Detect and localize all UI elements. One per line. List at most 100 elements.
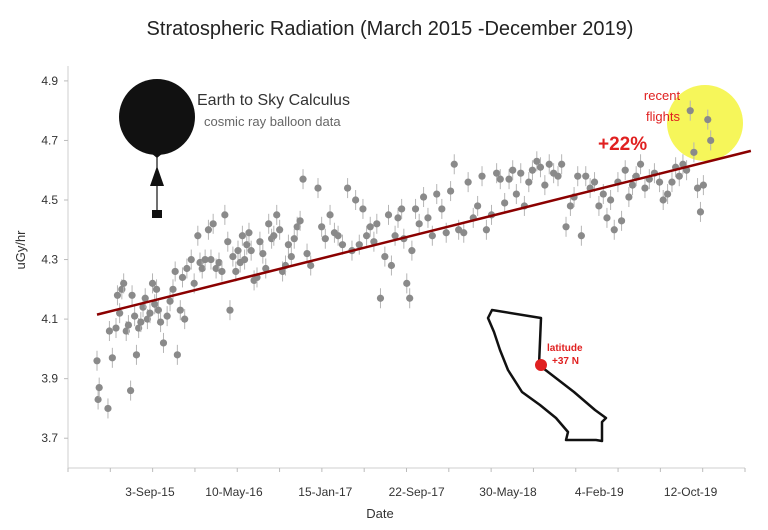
data-point-marker [474, 202, 482, 210]
data-point-marker [595, 202, 603, 210]
data-point-marker [105, 327, 114, 335]
data-point-marker [218, 267, 226, 276]
chart-title: Stratospheric Radiation (March 2015 -Dec… [147, 18, 634, 40]
data-point [424, 207, 432, 228]
data-point [198, 258, 206, 279]
data-point-marker [391, 232, 399, 240]
data-point [152, 279, 161, 300]
data-point [93, 350, 101, 371]
data-point [460, 222, 468, 243]
x-tick-label: 10-May-16 [205, 485, 263, 499]
data-point-marker [128, 291, 136, 299]
y-tick-label: 4.7 [41, 133, 58, 147]
data-point-marker [148, 279, 157, 287]
data-point [686, 100, 694, 121]
data-point-marker [299, 175, 307, 183]
data-point-marker [198, 264, 206, 273]
data-point-marker [693, 184, 702, 192]
data-point-marker [124, 321, 133, 329]
brand-title: Earth to Sky Calculus [197, 92, 350, 109]
data-point [176, 300, 184, 321]
data-point-marker [204, 226, 213, 234]
data-point [326, 204, 334, 225]
data-point [120, 273, 128, 294]
data-point [464, 172, 472, 193]
data-point [137, 312, 145, 333]
data-point [128, 285, 136, 306]
data-point [359, 198, 367, 219]
data-point-marker [243, 241, 251, 249]
data-point-marker [625, 193, 633, 201]
data-point [171, 261, 179, 282]
data-point-marker [116, 309, 124, 317]
data-point-marker [326, 211, 334, 219]
y-tick-label: 4.1 [41, 312, 58, 326]
data-point [113, 285, 122, 306]
data-point [105, 321, 114, 342]
data-point [224, 231, 232, 252]
data-point [501, 192, 509, 213]
x-axis-label: Date [366, 506, 393, 521]
data-point-marker [296, 217, 304, 225]
data-point-marker [154, 306, 162, 314]
data-point-marker [247, 247, 255, 255]
data-point-marker [131, 312, 139, 320]
data-point-marker [545, 160, 553, 168]
data-point-marker [314, 184, 322, 192]
data-point-marker [104, 404, 112, 413]
data-point [221, 204, 229, 225]
data-point-marker [384, 211, 393, 219]
data-point [493, 163, 501, 184]
data-point-marker [424, 214, 432, 222]
data-point-marker [321, 235, 329, 243]
data-point [536, 157, 545, 178]
data-point-marker [270, 232, 278, 240]
data-point-marker [381, 252, 389, 261]
data-point [131, 306, 139, 327]
data-point-marker [156, 318, 165, 326]
data-point [610, 219, 618, 240]
data-point-marker [238, 232, 246, 240]
data-point [334, 225, 342, 246]
data-point-marker [151, 300, 159, 308]
data-point [132, 344, 141, 365]
data-point-marker [373, 220, 381, 228]
data-point-marker [265, 220, 273, 228]
data-point-marker [209, 220, 217, 228]
data-point [112, 318, 120, 339]
data-point [517, 163, 525, 184]
data-point [321, 228, 329, 249]
data-point [607, 190, 615, 210]
data-point [668, 172, 676, 193]
data-point-marker [496, 175, 504, 183]
data-point-marker [696, 208, 705, 216]
data-point-marker [290, 235, 298, 243]
data-point-marker [636, 160, 645, 168]
data-point [207, 249, 215, 270]
data-point-marker [641, 184, 649, 192]
latitude-marker [535, 359, 547, 371]
data-point [574, 166, 582, 187]
y-axis-label: uGy/hr [13, 230, 28, 270]
data-point [104, 398, 112, 419]
data-point [376, 288, 385, 309]
recent-flights-highlight [667, 85, 743, 161]
data-point [262, 258, 270, 279]
data-point-marker [120, 279, 128, 287]
data-point [704, 109, 712, 130]
x-tick-label: 30-May-18 [479, 485, 537, 499]
data-point [343, 178, 352, 199]
data-point [307, 255, 315, 276]
data-point-marker [127, 386, 135, 395]
data-point-marker [438, 205, 446, 213]
data-point [474, 195, 482, 216]
data-point-marker [245, 229, 253, 237]
data-point-marker [334, 232, 342, 240]
data-point-marker [366, 223, 374, 231]
data-point-marker [355, 241, 363, 249]
x-tick-label: 12-Oct-19 [664, 485, 718, 499]
data-point-marker [159, 339, 168, 347]
data-point-marker [387, 261, 396, 270]
data-point [218, 261, 226, 282]
data-point-marker [178, 273, 187, 282]
